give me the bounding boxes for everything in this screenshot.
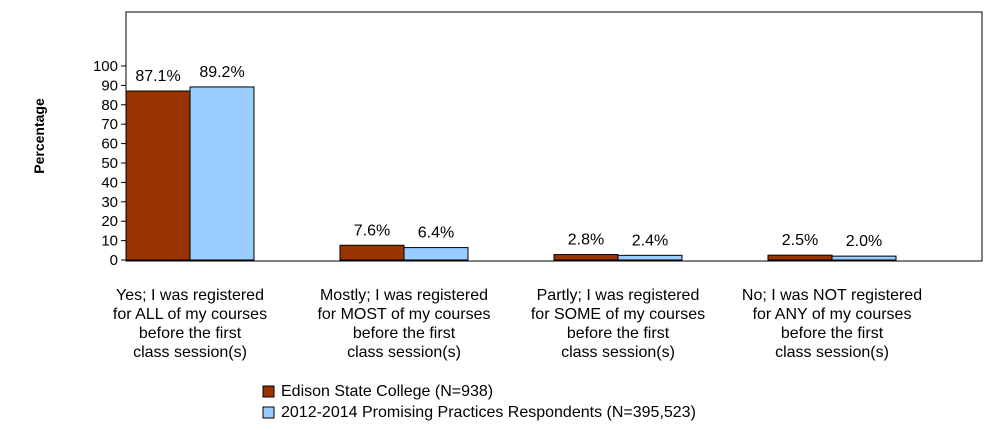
bar-edison (767, 254, 833, 261)
category-label-line: before the first (353, 325, 456, 342)
y-axis-ticks: 0 10 20 30 40 50 60 70 80 90 100 (93, 58, 126, 269)
bar-promising-practices (831, 255, 897, 261)
bar-value-label: 89.2% (199, 64, 244, 81)
category-label-line: Yes; I was registered (116, 287, 264, 304)
bar-value-label: 2.0% (846, 233, 882, 250)
bar-promising-practices (189, 86, 255, 261)
category-label-line: for SOME of my courses (531, 306, 705, 323)
category-label: Mostly; I was registered for MOST of my c… (317, 287, 490, 361)
bar-edison (339, 244, 405, 261)
legend: Edison State College (N=938) 2012-2014 Pr… (262, 383, 696, 421)
bar-promising-practices (403, 247, 469, 261)
y-tick-label: 10 (101, 233, 118, 250)
category-label: Yes; I was registered for ALL of my cours… (113, 287, 267, 361)
bar-value-label: 7.6% (354, 222, 390, 239)
category-label-line: Mostly; I was registered (320, 287, 488, 304)
legend-label: 2012-2014 Promising Practices Respondent… (281, 404, 696, 421)
bar-value-label: 2.5% (782, 232, 818, 249)
plot-area (125, 11, 983, 262)
category-label: No; I was NOT registered for ANY of my co… (742, 287, 922, 361)
category-label-line: class session(s) (133, 344, 247, 361)
category-label-line: class session(s) (561, 344, 675, 361)
category-label-line: before the first (567, 325, 670, 342)
legend-label: Edison State College (N=938) (281, 383, 493, 400)
category-label-line: for MOST of my courses (317, 306, 490, 323)
bar-value-label: 2.8% (568, 232, 604, 249)
y-tick-label: 70 (101, 116, 118, 133)
y-tick-label: 60 (101, 136, 118, 153)
y-tick-label: 80 (101, 97, 118, 114)
category-label-line: class session(s) (347, 344, 461, 361)
bar-value-label: 2.4% (632, 232, 668, 249)
y-tick-label: 50 (101, 155, 118, 172)
y-tick-label: 90 (101, 77, 118, 94)
bar-edison (125, 90, 191, 261)
category-label-line: before the first (781, 325, 884, 342)
category-label-line: class session(s) (775, 344, 889, 361)
category-label-line: for ANY of my courses (753, 306, 912, 323)
bar-promising-practices (617, 254, 683, 261)
category-label-line: No; I was NOT registered (742, 287, 922, 304)
category-label: Partly; I was registered for SOME of my c… (531, 287, 705, 361)
value-labels: 87.1% 89.2% 7.6% 6.4% 2.8% 2.4% 2.5% 2.0% (135, 64, 882, 250)
y-axis-title: Percentage (31, 98, 47, 174)
bars (125, 86, 897, 261)
legend-swatch (262, 385, 275, 398)
category-label-line: for ALL of my courses (113, 306, 267, 323)
legend-swatch (262, 406, 275, 419)
category-label-line: Partly; I was registered (537, 287, 700, 304)
bar-value-label: 6.4% (418, 225, 454, 242)
y-tick-label: 30 (101, 194, 118, 211)
category-label-line: before the first (139, 325, 242, 342)
bar-edison (553, 254, 619, 261)
category-labels: Yes; I was registered for ALL of my cours… (113, 287, 922, 361)
y-tick-label: 0 (110, 252, 118, 269)
y-tick-label: 20 (101, 213, 118, 230)
bar-value-label: 87.1% (135, 68, 180, 85)
y-tick-label: 100 (93, 58, 118, 75)
y-tick-label: 40 (101, 174, 118, 191)
